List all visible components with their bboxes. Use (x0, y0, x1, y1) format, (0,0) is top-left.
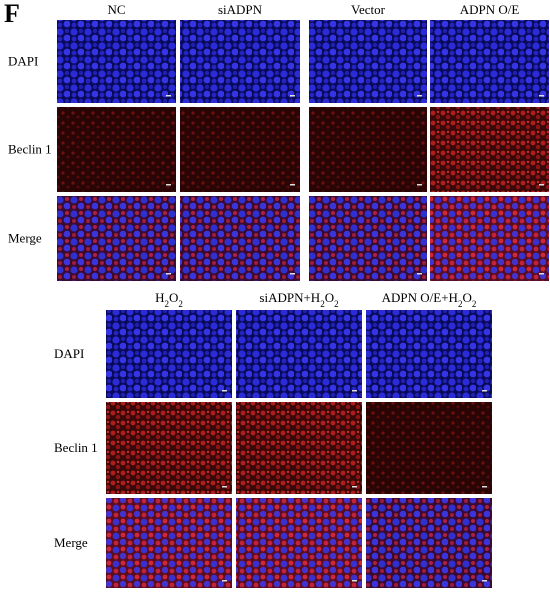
label-part: ADPN O/E+H (382, 290, 458, 305)
micrograph (106, 402, 232, 494)
scale-bar (352, 486, 357, 488)
scale-bar (222, 486, 227, 488)
micrograph (236, 402, 362, 494)
scale-bar (417, 184, 422, 186)
row-label: Merge (8, 231, 42, 246)
label-part: O (462, 290, 471, 305)
scale-bar (166, 184, 171, 186)
micrograph (106, 498, 232, 588)
scale-bar (290, 184, 295, 186)
scale-bar (482, 486, 487, 488)
micrograph (430, 196, 549, 281)
scale-bar (417, 273, 422, 275)
micrograph (366, 402, 492, 494)
column-label: siADPN+H2O2 (259, 290, 338, 309)
micrograph (57, 107, 176, 192)
scale-bar (290, 95, 295, 97)
label-part: 2 (178, 299, 183, 309)
scale-bar (222, 390, 227, 392)
column-label: NC (107, 2, 125, 17)
micrograph (180, 20, 300, 103)
scale-bar (352, 580, 357, 582)
column-label: siADPN (218, 2, 263, 17)
row-label: Beclin 1 (54, 440, 98, 455)
scale-bar (539, 95, 544, 97)
label-part: siADPN+H (259, 290, 320, 305)
micrograph (180, 196, 300, 281)
panel-label: F (4, 0, 20, 28)
micrograph (236, 310, 362, 398)
scale-bar (539, 184, 544, 186)
label-part: 2 (472, 299, 477, 309)
scale-bar (222, 580, 227, 582)
micrograph (57, 196, 176, 281)
label-part: 2 (334, 299, 339, 309)
label-part: H (155, 290, 164, 305)
label-part: 2 (165, 299, 170, 309)
label-part: 2 (320, 299, 325, 309)
micrograph (57, 20, 176, 103)
micrograph (366, 310, 492, 398)
label-part: O (325, 290, 334, 305)
column-label: H2O2 (155, 290, 183, 309)
column-label: Vector (351, 2, 386, 17)
scale-bar (166, 95, 171, 97)
label-part: O (169, 290, 178, 305)
micrograph (366, 498, 492, 588)
micrograph (430, 20, 549, 103)
row-label: DAPI (54, 346, 84, 361)
micrograph (309, 196, 427, 281)
row-label: Beclin 1 (8, 142, 52, 157)
micrograph (236, 498, 362, 588)
scale-bar (352, 390, 357, 392)
micrograph (106, 310, 232, 398)
column-label: ADPN O/E+H2O2 (382, 290, 477, 309)
column-label: ADPN O/E (460, 2, 520, 17)
scale-bar (539, 273, 544, 275)
scale-bar (417, 95, 422, 97)
micrograph (180, 107, 300, 192)
micrograph (309, 107, 427, 192)
micrograph (430, 107, 549, 192)
micrograph (309, 20, 427, 103)
scale-bar (290, 273, 295, 275)
row-label: Merge (54, 535, 88, 550)
scale-bar (166, 273, 171, 275)
row-label: DAPI (8, 54, 38, 69)
scale-bar (482, 390, 487, 392)
scale-bar (482, 580, 487, 582)
label-part: 2 (458, 299, 463, 309)
